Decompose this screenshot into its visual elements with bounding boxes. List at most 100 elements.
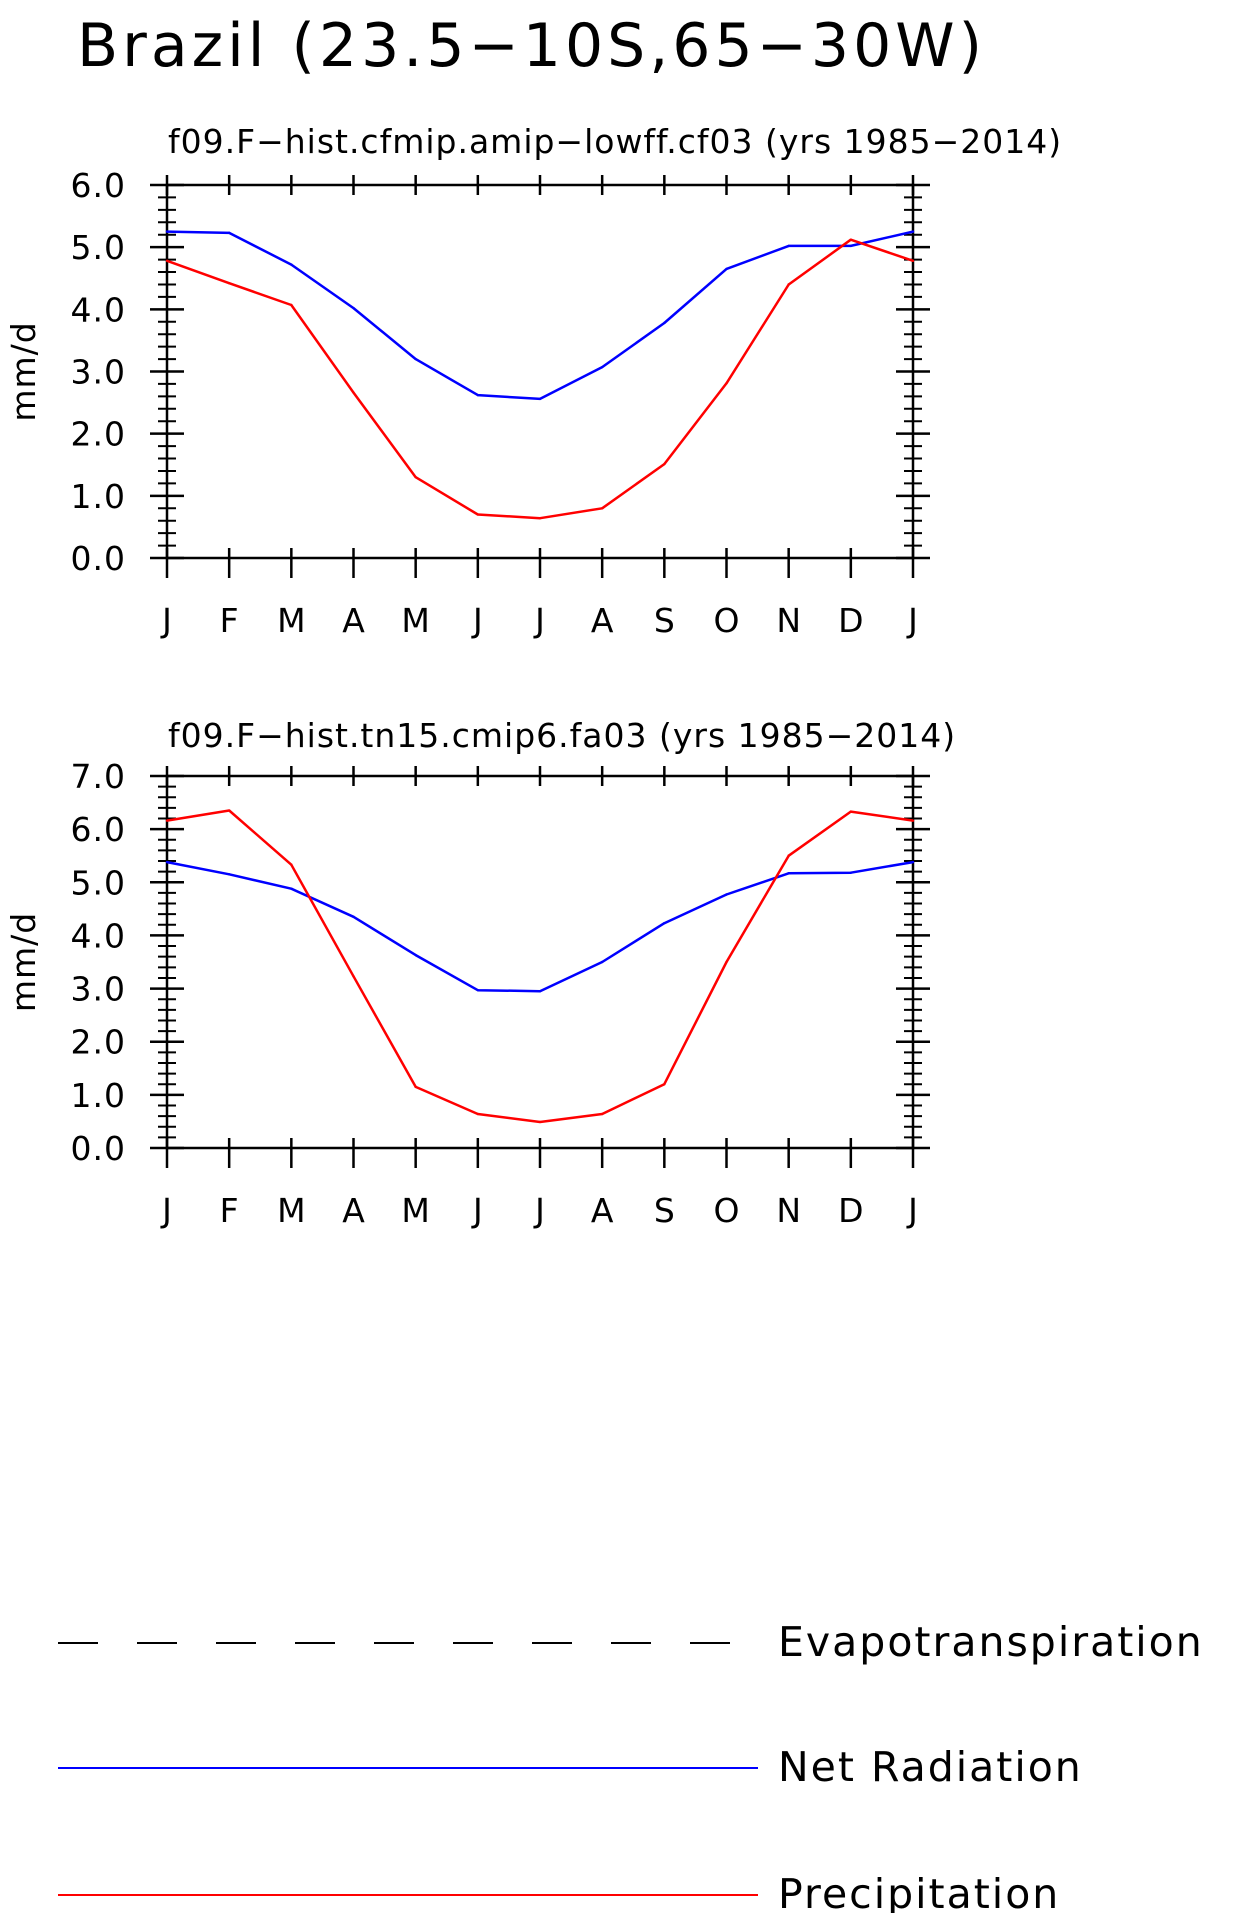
data-point-net-radiation <box>414 357 417 361</box>
x-tick-label: D <box>838 1191 863 1230</box>
data-point-net-radiation <box>414 953 417 957</box>
data-point-precipitation <box>227 809 231 812</box>
data-point-precipitation <box>787 283 790 286</box>
x-tick-label: A <box>342 601 365 640</box>
y-axis-label: mm/d <box>4 321 43 421</box>
data-point-net-radiation <box>663 321 666 325</box>
x-tick-label: J <box>906 1191 918 1230</box>
series-line-precipitation <box>166 238 914 520</box>
x-tick-label: J <box>471 601 483 640</box>
data-point-net-radiation <box>290 887 293 890</box>
plot-frame <box>165 183 915 560</box>
x-tick-label: M <box>401 601 429 640</box>
y-tick-label: 0.0 <box>71 539 126 578</box>
data-point-net-radiation <box>725 893 728 896</box>
data-point-net-radiation <box>227 231 231 235</box>
legend-label-net-radiation: Net Radiation <box>778 1743 1083 1791</box>
series-line-precipitation <box>166 809 914 1124</box>
data-point-net-radiation <box>600 960 604 964</box>
data-point-precipitation <box>663 1083 666 1086</box>
chart-title: f09.F−hist.tn15.cmip6.fa03 (yrs 1985−201… <box>168 716 956 755</box>
data-point-net-radiation <box>476 393 480 397</box>
y-tick-label: 6.0 <box>71 810 126 849</box>
x-tick-label: S <box>654 1191 675 1230</box>
x-tick-label: J <box>160 1191 172 1230</box>
data-point-net-radiation <box>849 244 853 248</box>
x-tick-label: F <box>220 601 239 640</box>
x-tick-label: N <box>776 1191 801 1230</box>
data-point-net-radiation <box>663 922 666 925</box>
data-point-net-radiation <box>538 397 542 401</box>
y-tick-label: 4.0 <box>71 916 126 955</box>
y-tick-label: 5.0 <box>71 863 126 902</box>
x-tick-label: A <box>591 601 614 640</box>
series-line-net-radiation <box>166 230 914 401</box>
x-tick-label: S <box>654 601 675 640</box>
x-tick-label: F <box>220 1191 239 1230</box>
data-point-net-radiation <box>787 244 790 248</box>
x-tick-label: J <box>906 601 918 640</box>
x-tick-label: O <box>714 1191 740 1230</box>
y-tick-label: 4.0 <box>71 290 126 329</box>
y-tick-label: 0.0 <box>71 1129 126 1168</box>
y-tick-label: 1.0 <box>71 477 126 516</box>
data-point-net-radiation <box>787 872 790 875</box>
data-point-precipitation <box>227 282 231 285</box>
legend-label-evapotranspiration: Evapotranspiration <box>778 1618 1204 1666</box>
data-point-net-radiation <box>165 230 169 233</box>
data-point-precipitation <box>414 1085 417 1089</box>
data-point-net-radiation <box>352 306 355 310</box>
data-point-precipitation <box>787 854 790 857</box>
x-tick-label: M <box>277 1191 305 1230</box>
data-point-precipitation <box>911 819 915 822</box>
chart-title: f09.F−hist.cfmip.amip−lowff.cf03 (yrs 19… <box>168 122 1062 161</box>
x-tick-label: D <box>838 601 863 640</box>
data-point-net-radiation <box>725 267 728 271</box>
data-point-precipitation <box>352 391 355 394</box>
data-point-precipitation <box>352 975 355 978</box>
legend: Evapotranspiration Net Radiation Precipita… <box>58 1618 1204 1917</box>
y-tick-label: 3.0 <box>71 970 126 1009</box>
x-tick-label: J <box>533 601 545 640</box>
data-point-net-radiation <box>600 365 604 369</box>
y-tick-label: 6.0 <box>71 166 126 205</box>
x-tick-label: A <box>591 1191 614 1230</box>
data-point-precipitation <box>600 507 604 510</box>
data-point-precipitation <box>290 303 293 307</box>
legend-label-precipitation: Precipitation <box>778 1870 1060 1913</box>
data-point-precipitation <box>663 462 666 466</box>
chart-1: f09.F−hist.cfmip.amip−lowff.cf03 (yrs 19… <box>4 122 1062 640</box>
data-point-precipitation <box>538 1120 542 1124</box>
x-tick-label: M <box>277 601 305 640</box>
y-axis-label: mm/d <box>4 912 43 1012</box>
figure-title: Brazil (23.5−10S,65−30W) <box>77 11 986 81</box>
data-point-precipitation <box>414 475 417 479</box>
data-point-net-radiation <box>165 860 169 864</box>
data-point-precipitation <box>538 517 542 520</box>
data-point-net-radiation <box>538 990 542 993</box>
x-tick-label: O <box>714 601 740 640</box>
data-point-net-radiation <box>290 263 293 266</box>
data-point-precipitation <box>849 810 853 813</box>
y-tick-label: 1.0 <box>71 1076 126 1115</box>
data-point-precipitation <box>849 238 853 241</box>
plot-frame <box>165 774 915 1150</box>
data-point-precipitation <box>911 259 915 263</box>
data-point-precipitation <box>165 819 169 822</box>
x-tick-label: N <box>776 601 801 640</box>
data-point-precipitation <box>725 960 728 964</box>
data-point-precipitation <box>165 259 169 263</box>
x-tick-label: J <box>160 601 172 640</box>
x-tick-label: J <box>471 1191 483 1230</box>
y-tick-label: 2.0 <box>71 1023 126 1062</box>
x-tick-label: M <box>401 1191 429 1230</box>
y-tick-label: 5.0 <box>71 228 126 267</box>
data-point-net-radiation <box>849 871 853 874</box>
data-point-net-radiation <box>476 988 480 992</box>
data-point-net-radiation <box>911 860 915 864</box>
data-point-precipitation <box>476 1112 480 1116</box>
data-point-precipitation <box>290 863 293 866</box>
y-tick-label: 3.0 <box>71 353 126 392</box>
